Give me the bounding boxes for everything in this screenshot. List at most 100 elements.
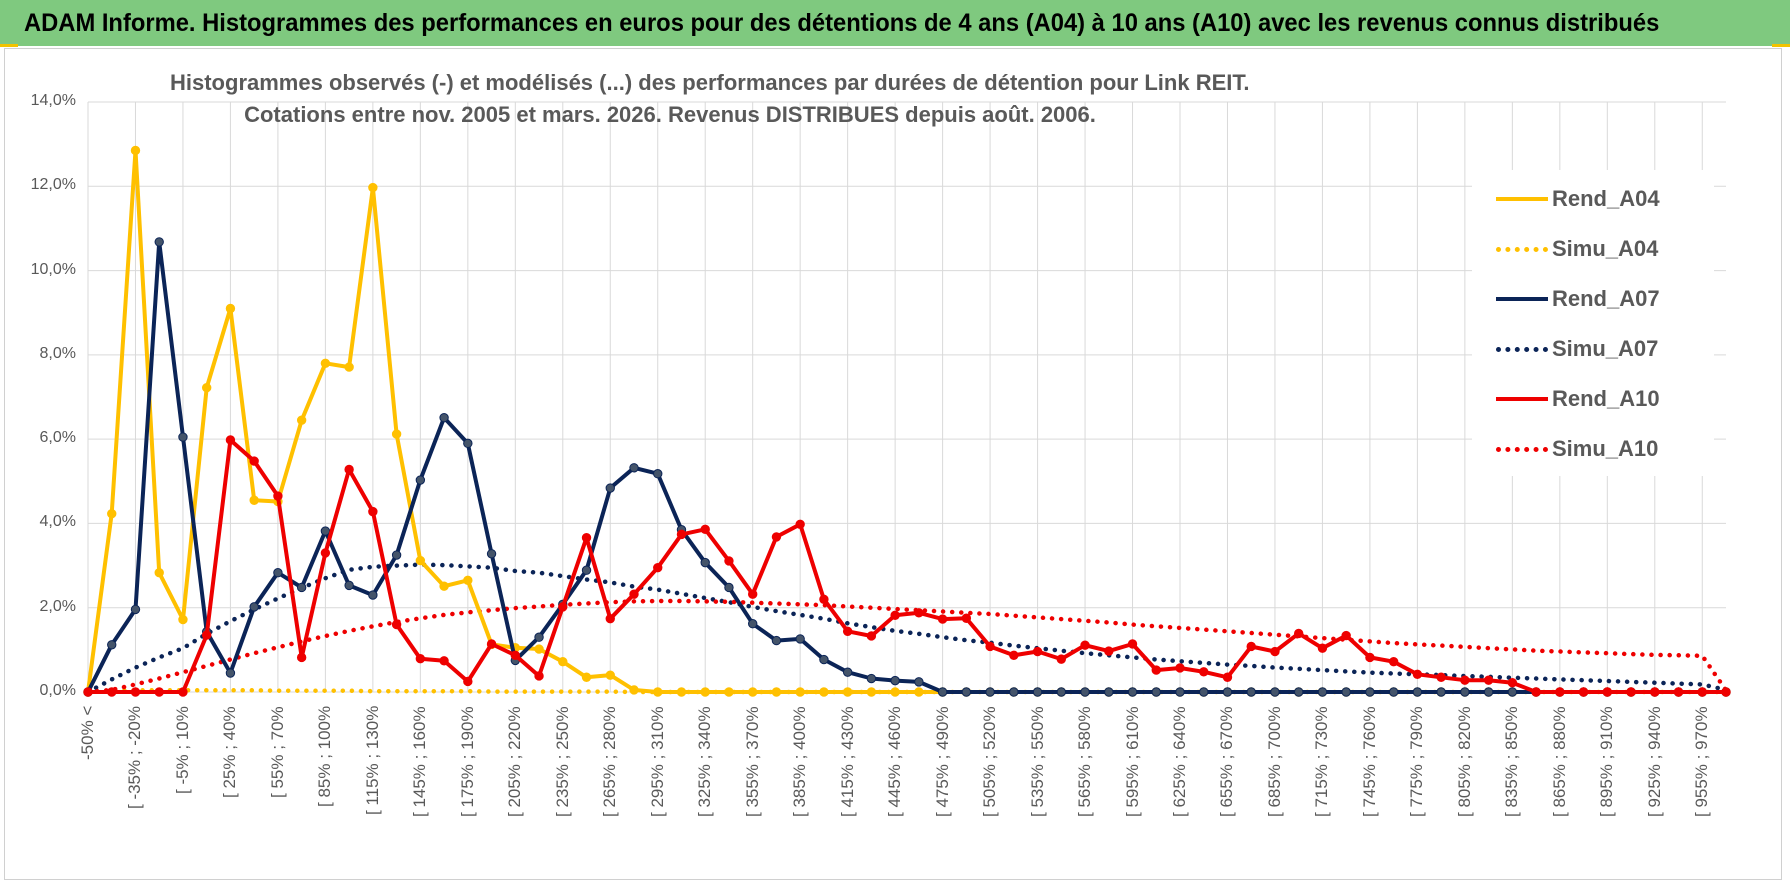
data-point-rend-a10 xyxy=(1080,640,1090,650)
data-point-rend-a10 xyxy=(1388,656,1399,667)
legend-item-rend-a10: Rend_A10 xyxy=(1472,384,1714,414)
data-point-rend-a04 xyxy=(558,656,568,667)
data-point-rend-a10 xyxy=(1222,672,1233,682)
data-point-rend-a07 xyxy=(629,463,639,473)
data-point-rend-a10 xyxy=(1199,667,1209,677)
data-point-rend-a07 xyxy=(368,590,378,600)
data-point-rend-a10 xyxy=(866,631,877,641)
data-point-rend-a10 xyxy=(1412,669,1423,679)
series-line-rend-a10 xyxy=(88,438,1726,694)
data-point-rend-a10 xyxy=(1246,641,1256,652)
data-point-rend-a10 xyxy=(439,656,449,666)
data-point-rend-a10 xyxy=(795,519,805,529)
data-point-rend-a07 xyxy=(344,580,354,591)
data-point-rend-a07 xyxy=(1507,687,1518,697)
legend-label: Rend_A04 xyxy=(1552,186,1660,211)
banner-title: ADAM Informe. Histogrammes des performan… xyxy=(24,9,1660,37)
legend-label: Simu_A07 xyxy=(1552,336,1659,361)
data-point-rend-a10 xyxy=(1507,678,1518,688)
data-point-rend-a10 xyxy=(914,608,924,618)
data-point-rend-a04 xyxy=(842,687,853,697)
y-tick-label: 2,0% xyxy=(39,597,76,615)
data-point-rend-a07 xyxy=(890,675,900,686)
data-point-rend-a10 xyxy=(1697,687,1707,697)
data-point-rend-a10 xyxy=(463,676,473,687)
data-point-rend-a04 xyxy=(439,581,449,591)
legend-swatch xyxy=(1496,247,1548,252)
data-point-rend-a07 xyxy=(107,640,117,650)
data-point-rend-a07 xyxy=(1199,687,1209,697)
data-point-rend-a07 xyxy=(1056,687,1067,697)
data-point-rend-a07 xyxy=(795,634,805,644)
data-point-rend-a04 xyxy=(724,687,734,697)
data-point-rend-a07 xyxy=(1080,687,1090,697)
data-point-rend-a10 xyxy=(1531,687,1541,697)
data-point-rend-a10 xyxy=(1104,646,1114,656)
data-point-rend-a07 xyxy=(273,568,283,578)
data-point-rend-a04 xyxy=(368,182,378,193)
data-point-rend-a07 xyxy=(439,412,449,423)
data-point-rend-a10 xyxy=(107,687,117,697)
legend-item-simu-a10: Simu_A10 xyxy=(1472,434,1714,464)
data-point-rend-a07 xyxy=(581,565,592,575)
data-point-rend-a04 xyxy=(866,687,877,697)
data-point-rend-a10 xyxy=(1483,675,1494,685)
data-point-rend-a07 xyxy=(1009,687,1019,697)
data-point-rend-a07 xyxy=(1341,687,1351,697)
series-line-simu-a07 xyxy=(85,562,1729,695)
data-point-rend-a10 xyxy=(1460,675,1470,685)
data-point-rend-a10 xyxy=(510,650,521,661)
data-point-rend-a07 xyxy=(1246,687,1256,697)
data-point-rend-a10 xyxy=(819,594,829,604)
data-point-rend-a10 xyxy=(344,464,354,475)
data-point-rend-a10 xyxy=(1626,687,1636,697)
data-point-rend-a07 xyxy=(178,432,188,442)
data-point-rend-a07 xyxy=(1436,687,1446,697)
legend-swatch xyxy=(1496,447,1548,452)
data-point-rend-a10 xyxy=(249,456,259,466)
data-point-rend-a07 xyxy=(1388,687,1399,697)
data-point-rend-a10 xyxy=(1175,663,1185,673)
data-point-rend-a04 xyxy=(296,415,307,425)
y-tick-label: 14,0% xyxy=(30,92,76,109)
data-point-rend-a07 xyxy=(320,526,331,536)
data-point-rend-a07 xyxy=(1483,687,1494,697)
data-point-rend-a10 xyxy=(1009,650,1019,661)
y-tick-label: 0,0% xyxy=(39,682,76,699)
y-tick-label: 10,0% xyxy=(30,260,76,278)
data-point-rend-a07 xyxy=(1293,687,1304,697)
data-point-rend-a10 xyxy=(201,630,212,640)
chart-frame xyxy=(4,48,1782,880)
data-point-rend-a04 xyxy=(201,383,212,393)
series-line-simu-a10 xyxy=(85,598,1729,695)
data-point-rend-a04 xyxy=(415,555,426,566)
data-point-rend-a10 xyxy=(391,619,402,630)
data-point-rend-a10 xyxy=(1056,654,1067,664)
legend-item-simu-a04: Simu_A04 xyxy=(1472,234,1714,264)
data-point-rend-a07 xyxy=(1127,687,1138,697)
legend-label: Simu_A04 xyxy=(1552,236,1659,261)
data-point-rend-a07 xyxy=(1032,687,1043,697)
data-point-rend-a10 xyxy=(1721,687,1731,697)
data-point-rend-a10 xyxy=(1341,630,1351,641)
data-point-rend-a10 xyxy=(629,589,639,599)
data-point-rend-a10 xyxy=(1602,687,1613,697)
data-point-rend-a10 xyxy=(1673,687,1684,697)
data-point-rend-a04 xyxy=(249,495,259,505)
data-point-rend-a07 xyxy=(154,237,164,247)
data-point-rend-a10 xyxy=(605,613,615,624)
legend-label: Rend_A07 xyxy=(1552,286,1660,311)
data-point-rend-a07 xyxy=(249,602,259,612)
data-point-rend-a10 xyxy=(1650,687,1660,697)
legend-label: Rend_A10 xyxy=(1552,386,1660,411)
data-point-rend-a07 xyxy=(1412,687,1423,697)
data-point-rend-a07 xyxy=(605,483,615,493)
data-point-rend-a07 xyxy=(415,475,426,485)
data-point-rend-a10 xyxy=(83,687,93,697)
corner-accent-right xyxy=(1772,44,1790,47)
legend-swatch xyxy=(1496,197,1548,201)
data-point-rend-a10 xyxy=(1365,652,1375,663)
data-point-rend-a04 xyxy=(463,575,473,586)
data-point-rend-a10 xyxy=(225,435,236,445)
